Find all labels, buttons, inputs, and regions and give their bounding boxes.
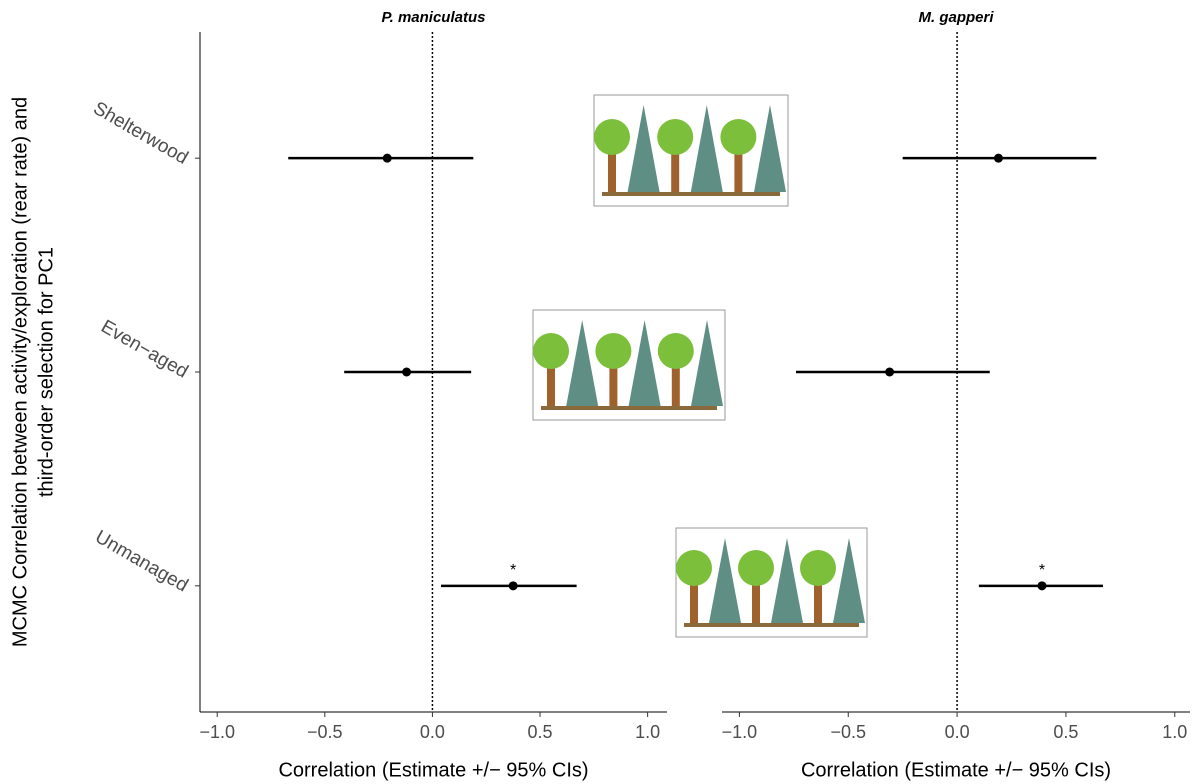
x-tick-label: 0.5 [1053, 722, 1078, 742]
estimate-point [885, 368, 894, 377]
significance-marker: * [1039, 562, 1045, 579]
ground [541, 406, 717, 410]
y-tick-label: Unmanaged [91, 527, 191, 597]
x-tick-label: 0.0 [420, 722, 445, 742]
y-tick-label: Even−aged [97, 316, 191, 383]
page: P. maniculatus −1.0 −0.5 0.0 0.5 1.0 Correlati… [0, 0, 1193, 784]
tree-crown [533, 333, 569, 369]
y-tick-label: Shelterwood [90, 98, 192, 169]
tree-crown [658, 333, 694, 369]
tree-crown [595, 333, 631, 369]
estimate-point [1037, 581, 1046, 590]
x-tick-label: 1.0 [1162, 722, 1187, 742]
x-tick-label: −1.0 [199, 722, 235, 742]
estimate-point [402, 368, 411, 377]
significance-marker: * [510, 562, 516, 579]
tree-crown [720, 119, 756, 155]
ground [602, 192, 780, 196]
x-tick-label: −0.5 [830, 722, 866, 742]
x-tick-label: 0.0 [945, 722, 970, 742]
tree-crown [594, 119, 630, 155]
x-axis-label: Correlation (Estimate +/− 95% CIs) [278, 759, 588, 781]
x-axis-label: Correlation (Estimate +/− 95% CIs) [801, 759, 1111, 781]
tree-crown [676, 550, 712, 586]
estimate-point [509, 581, 518, 590]
tree-crown [738, 550, 774, 586]
x-tick-label: −1.0 [722, 722, 758, 742]
x-tick-label: −0.5 [307, 722, 343, 742]
chart: P. maniculatus −1.0 −0.5 0.0 0.5 1.0 Correlati… [0, 0, 1193, 784]
tree-crown [800, 550, 836, 586]
forest-illustrations [533, 95, 867, 637]
panel-title: P. maniculatus [382, 9, 486, 26]
estimate-point [383, 154, 392, 163]
x-tick-label: 1.0 [635, 722, 660, 742]
x-tick-label: 0.5 [528, 722, 553, 742]
estimate-point [994, 154, 1003, 163]
tree-crown [657, 119, 693, 155]
y-axis-label: MCMC Correlation between activity/explor… [9, 97, 31, 647]
panel-title: M. gapperi [918, 9, 994, 26]
ground [684, 623, 859, 627]
y-axis-label: third-order selection for PC1 [35, 247, 57, 497]
